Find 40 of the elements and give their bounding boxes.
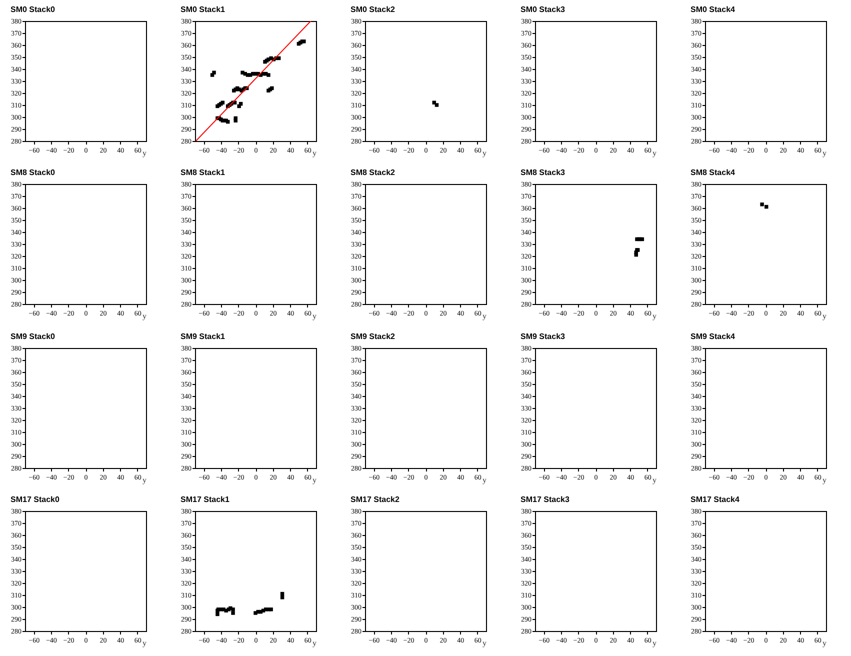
chart-title: SM9 Stack2	[350, 332, 396, 341]
chart-title: SM0 Stack3	[520, 5, 566, 14]
chart-title: SM0 Stack2	[350, 5, 396, 14]
chart-title: SM9 Stack4	[690, 332, 736, 341]
x-axis-title: y	[652, 475, 656, 484]
chart-title: SM17 Stack4	[690, 494, 740, 504]
chart-title: SM17 Stack1	[180, 494, 230, 504]
x-axis-title: y	[482, 475, 486, 484]
x-axis-title: y	[482, 638, 486, 648]
x-axis-title: y	[652, 312, 656, 321]
x-axis-title: y	[312, 312, 316, 321]
x-axis-title: y	[312, 475, 316, 484]
chart-title: SM8 Stack0	[10, 168, 56, 178]
x-axis-title: y	[652, 638, 656, 648]
chart-title: SM8 Stack1	[180, 168, 226, 178]
chart-title: SM17 Stack3	[520, 494, 570, 504]
chart-title: SM0 Stack4	[690, 5, 736, 14]
chart-title: SM8 Stack3	[520, 168, 566, 178]
chart-title: SM17 Stack2	[350, 494, 400, 504]
x-axis-title: y	[822, 312, 826, 321]
chart-title: SM0 Stack0	[10, 5, 56, 14]
chart-title: SM8 Stack4	[690, 168, 736, 178]
chart-title: SM9 Stack3	[520, 332, 566, 341]
x-axis-title: y	[312, 638, 316, 648]
x-axis-title: y	[142, 312, 146, 321]
chart-title: SM0 Stack1	[180, 5, 226, 14]
x-axis-title: y	[142, 148, 146, 158]
x-axis-title: y	[142, 475, 146, 484]
x-axis-title: y	[312, 148, 316, 158]
x-axis-title: y	[482, 148, 486, 158]
chart-title: SM9 Stack1	[180, 332, 226, 341]
x-axis-title: y	[822, 638, 826, 648]
x-axis-title: y	[142, 638, 146, 648]
x-axis-title: y	[822, 475, 826, 484]
x-axis-title: y	[652, 148, 656, 158]
x-axis-title: y	[822, 148, 826, 158]
x-axis-title: y	[482, 312, 486, 321]
chart-title: SM8 Stack2	[350, 168, 396, 178]
chart-title: SM9 Stack0	[10, 332, 56, 341]
chart-title: SM17 Stack0	[10, 494, 60, 504]
